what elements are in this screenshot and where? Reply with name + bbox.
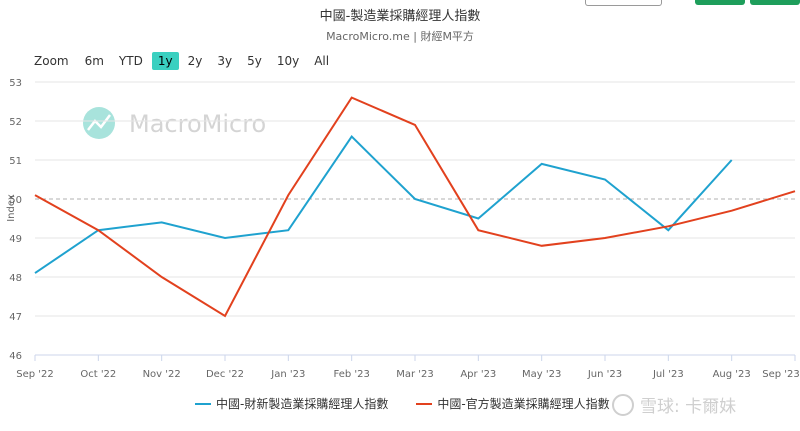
data-point[interactable] [413,123,417,127]
data-point[interactable] [476,217,480,221]
data-point[interactable] [603,236,607,240]
data-point[interactable] [540,162,544,166]
data-point[interactable] [350,96,354,100]
x-axis: Sep '22 Oct '22 Nov '22 Dec '22 Jan '23 Feb '… [16,354,800,380]
zoom-option-3y[interactable]: 3y [217,54,233,68]
y-axis: 46 47 48 49 50 51 52 53 Index [6,78,22,362]
xueqiu-watermark-text: 雪球: 卡爾妹 [640,397,737,417]
x-tick-label: Jun '23 [587,369,622,380]
y-tick-label: 52 [9,117,22,128]
legend-label: 中國-官方製造業採購經理人指數 [437,397,610,411]
zoom-option-2y[interactable]: 2y [187,54,203,68]
data-point[interactable] [666,228,670,232]
data-point[interactable] [730,158,734,162]
data-point[interactable] [223,314,227,318]
x-tick-label: Nov '22 [143,369,181,380]
data-point[interactable] [33,193,37,197]
x-tick-label: Sep '23 [762,369,800,380]
xueqiu-logo-icon [612,393,634,416]
x-tick-label: Feb '23 [333,369,369,380]
data-point[interactable] [476,228,480,232]
data-point[interactable] [666,224,670,228]
legend-swatch [195,402,211,405]
data-point[interactable] [793,189,797,193]
x-tick-label: Jan '23 [270,369,305,380]
top-outline-button[interactable] [585,0,662,6]
zoom-label: Zoom [34,54,69,68]
data-point[interactable] [33,271,37,275]
x-tick-label: Jul '23 [652,369,684,380]
x-tick-label: Dec '22 [206,369,244,380]
legend-item-0[interactable]: 中國-財新製造業採購經理人指數 [195,395,388,412]
x-tick-label: Oct '22 [80,369,116,380]
data-point[interactable] [540,244,544,248]
legend-swatch [416,402,433,405]
data-point[interactable] [160,275,164,279]
y-axis-label: Index [6,194,17,222]
legend-label: 中國-財新製造業採購經理人指數 [216,397,389,411]
data-point[interactable] [603,178,607,182]
chart-title: 中國-製造業採購經理人指數 [319,9,481,24]
series-line-0[interactable] [34,135,733,274]
data-point[interactable] [96,228,100,232]
legend-item-1[interactable]: 中國-官方製造業採購經理人指數 [416,395,610,412]
series-line-1[interactable] [34,96,796,318]
data-point[interactable] [350,135,354,139]
zoom-option-6m[interactable]: 6m [84,54,104,68]
chart-subtitle: MacroMicro.me | 財經M平方 [326,30,474,43]
zoom-option-ytd[interactable]: YTD [118,54,143,68]
zoom-option-10y[interactable]: 10y [276,54,300,68]
x-tick-label: Apr '23 [460,369,496,380]
xueqiu-watermark: 雪球: 卡爾妹 [612,392,736,417]
zoom-bar: Zoom 6m YTD 1y 2y 3y 5y 10y All [34,52,338,70]
y-tick-label: 50 [9,195,22,206]
y-tick-label: 51 [9,156,22,167]
data-point[interactable] [286,193,290,197]
macromicro-logo-icon [83,107,115,139]
y-tick-label: 46 [9,351,22,362]
x-tick-label: Mar '23 [396,369,434,380]
x-tick-label: Sep '22 [16,369,54,380]
data-point[interactable] [160,220,164,224]
y-tick-label: 53 [9,78,22,89]
macromicro-logo-text: MacroMicro [129,110,266,138]
x-tick-label: May '23 [522,369,561,380]
y-tick-label: 49 [9,234,22,245]
zoom-option-1y[interactable]: 1y [151,52,179,70]
series-group [33,96,797,318]
data-point[interactable] [286,228,290,232]
zoom-option-5y[interactable]: 5y [247,54,262,68]
y-tick-label: 48 [9,273,22,284]
data-point[interactable] [413,197,417,201]
top-green-button[interactable] [695,0,745,5]
zoom-option-all[interactable]: All [314,54,330,68]
legend: 中國-財新製造業採購經理人指數 中國-官方製造業採購經理人指數 [195,395,638,412]
macromicro-watermark: MacroMicro [83,107,266,139]
data-point[interactable] [730,209,734,213]
y-tick-label: 47 [9,312,22,323]
data-point[interactable] [223,236,227,240]
x-tick-label: Aug '23 [713,369,751,380]
top-green-button-2[interactable] [750,0,800,5]
